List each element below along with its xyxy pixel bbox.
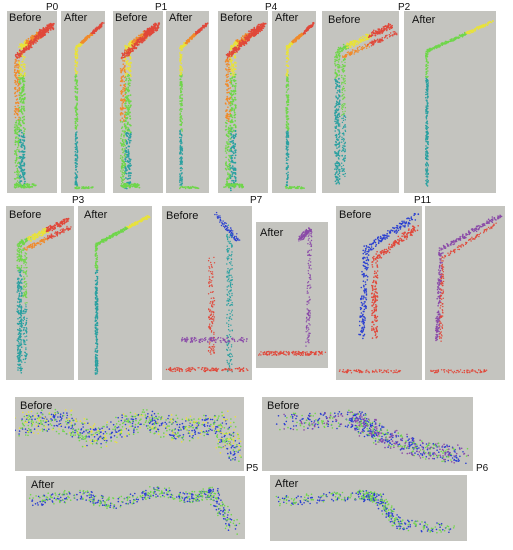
panel-p4-after: After <box>272 11 316 193</box>
panel-p6-after: After <box>270 475 467 541</box>
after-label: After <box>84 209 108 221</box>
point-cloud <box>28 486 241 535</box>
point-cloud <box>284 21 315 190</box>
point-cloud <box>275 409 469 465</box>
panel-p6-before: Before <box>262 397 473 471</box>
group-label-p11: P11 <box>414 195 432 206</box>
panel-p5-before: Before <box>15 397 244 471</box>
panel-p1-before: Before <box>113 11 163 193</box>
point-cloud <box>223 22 267 192</box>
before-label: Before <box>9 12 42 24</box>
panel-p11-before: Before <box>336 206 422 380</box>
before-label: Before <box>267 400 300 412</box>
after-label: After <box>275 12 299 24</box>
group-label-p2: P2 <box>398 2 411 13</box>
before-label: Before <box>9 209 42 221</box>
before-label: Before <box>220 12 253 24</box>
after-label: After <box>169 12 193 24</box>
group-label-p3: P3 <box>72 195 85 206</box>
panel-p3-before: Before <box>6 206 74 380</box>
before-label: Before <box>166 210 199 222</box>
panel-p1-after: After <box>166 11 209 193</box>
point-cloud <box>258 227 327 357</box>
point-cloud <box>94 214 151 375</box>
panel-p2-before: Before <box>322 11 399 193</box>
point-cloud <box>15 408 242 462</box>
group-label-p5: P5 <box>246 463 259 474</box>
panel-p2-after: After <box>404 11 496 193</box>
point-cloud <box>179 22 209 190</box>
after-label: After <box>260 227 284 239</box>
point-cloud <box>334 22 398 185</box>
before-label: Before <box>115 12 148 24</box>
after-label: After <box>412 14 436 26</box>
after-label: After <box>64 12 88 24</box>
after-label: After <box>275 478 299 490</box>
panel-p11-after <box>425 206 505 380</box>
panel-p7-before: Before <box>162 206 252 380</box>
point-cloud <box>16 217 72 374</box>
point-cloud <box>74 21 105 190</box>
group-label-p1: P1 <box>155 2 168 13</box>
point-cloud <box>430 214 503 374</box>
point-cloud <box>338 212 420 374</box>
before-label: Before <box>339 209 372 221</box>
group-label-p0: P0 <box>46 2 59 13</box>
after-label: After <box>31 479 55 491</box>
panel-p5-after: After <box>26 476 245 539</box>
group-label-p6: P6 <box>476 463 489 474</box>
panel-p3-after: After <box>78 206 152 380</box>
panel-p0-before: Before <box>7 11 57 193</box>
before-label: Before <box>328 14 361 26</box>
group-label-p7: P7 <box>250 195 263 206</box>
point-cloud <box>119 22 161 190</box>
point-cloud <box>425 20 494 187</box>
panel-p7-after: After <box>256 222 328 368</box>
panel-p4-before: Before <box>218 11 268 193</box>
point-cloud <box>13 22 55 189</box>
panel-p0-after: After <box>61 11 105 193</box>
before-label: Before <box>20 400 53 412</box>
point-cloud <box>165 211 249 373</box>
point-cloud <box>275 489 455 534</box>
group-label-p4: P4 <box>265 2 278 13</box>
